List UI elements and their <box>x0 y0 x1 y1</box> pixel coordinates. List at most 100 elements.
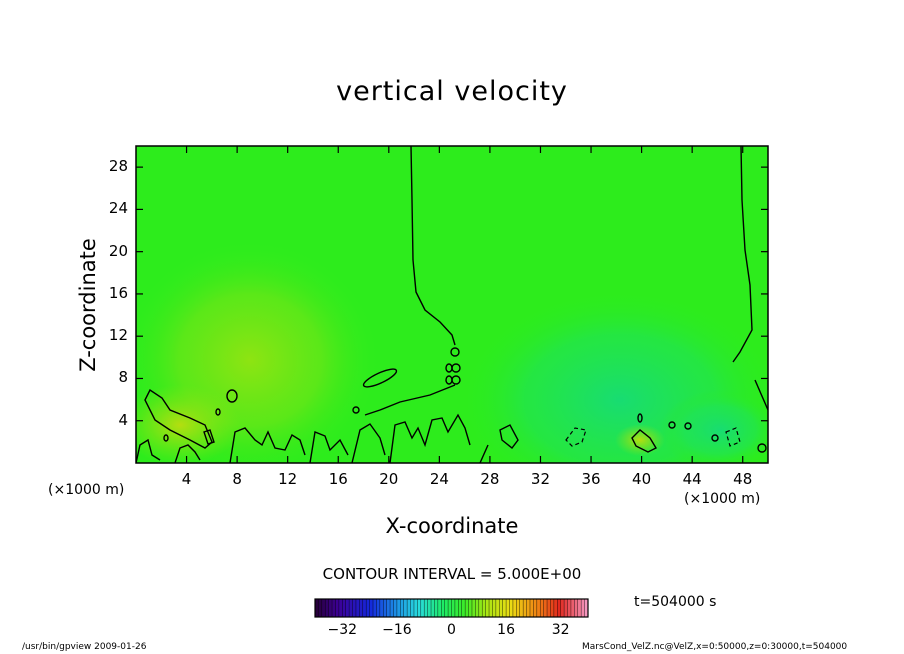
colorbar-cell <box>410 599 415 617</box>
x-tick-label: 24 <box>429 470 449 488</box>
heatmap-field <box>136 146 768 463</box>
colorbar <box>314 598 589 618</box>
y-tick-label: 28 <box>108 157 128 176</box>
colorbar-cell <box>584 599 589 617</box>
time-label: t=504000 s <box>634 594 717 610</box>
colorbar-cell <box>529 599 534 617</box>
colorbar-cell <box>417 599 422 617</box>
contour-positive-core <box>203 429 215 445</box>
contour-negative-loop-1 <box>565 427 587 447</box>
contour-small-loop-16 <box>215 408 221 416</box>
y-tick-label: 8 <box>118 368 128 387</box>
colorbar-cell <box>536 599 541 617</box>
colorbar-cell <box>557 599 561 617</box>
x-tick-label: 36 <box>581 470 601 488</box>
colorbar-cell <box>386 599 391 617</box>
colorbar-cell <box>321 599 326 617</box>
colorbar-cell <box>349 599 353 617</box>
colorbar-cell <box>499 599 503 617</box>
colorbar-cell <box>547 599 551 617</box>
contour-small-loop-15 <box>352 406 360 414</box>
colorbar-cell <box>345 599 350 617</box>
x-tick-label: 48 <box>733 470 753 488</box>
y-tick-label: 16 <box>108 283 128 302</box>
updraft-peak-region <box>136 385 240 463</box>
colorbar-cell <box>471 599 476 617</box>
contour-lines-surface <box>136 413 519 463</box>
colorbar-cell <box>509 599 514 617</box>
contour-small-loop-13 <box>757 443 767 453</box>
colorbar-cell <box>448 599 452 617</box>
colorbar-cell <box>328 599 333 617</box>
colorbar-cell <box>506 599 510 617</box>
colorbar-tick-label: 0 <box>447 622 456 638</box>
colorbar-cell <box>400 599 405 617</box>
x-unit-label: (×1000 m) <box>684 491 761 507</box>
colorbar-cell <box>533 599 538 617</box>
contour-small-loop-12 <box>711 434 719 442</box>
x-tick-label: 20 <box>379 470 399 488</box>
zero-contour-line-x22 <box>410 146 456 346</box>
y-tick-marks <box>136 166 768 422</box>
colorbar-cell <box>376 599 381 617</box>
colorbar-cell <box>403 599 408 617</box>
colorbar-cell <box>427 599 432 617</box>
colorbar-cell <box>390 599 394 617</box>
colorbar-cell <box>407 599 411 617</box>
colorbar-cell <box>512 599 517 617</box>
y-tick-label: 20 <box>108 241 128 260</box>
x-tick-label: 12 <box>278 470 298 488</box>
colorbar-cell <box>485 599 490 617</box>
footer-file-info: MarsCond_VelZ.nc@VelZ,x=0:50000,z=0:3000… <box>582 642 848 652</box>
downdraft-core-region <box>660 390 768 463</box>
colorbar-cell <box>325 599 329 617</box>
contour-negative-loop-2 <box>725 427 741 447</box>
contour-small-loop-14 <box>163 434 169 442</box>
contour-line-right-edge <box>754 379 768 411</box>
contour-small-loop-8 <box>631 429 657 453</box>
y-axis-label: Z-coordinate <box>76 238 100 372</box>
colorbar-cell <box>352 599 357 617</box>
colorbar-cell <box>318 599 323 617</box>
colorbar-cell <box>581 599 585 617</box>
colorbar-cell <box>366 599 370 617</box>
colorbar-cell <box>369 599 374 617</box>
x-tick-label: 16 <box>328 470 348 488</box>
colorbar-cell <box>451 599 456 617</box>
x-tick-label: 40 <box>632 470 652 488</box>
colorbar-cell <box>489 599 493 617</box>
contour-small-loop-11 <box>684 422 692 430</box>
colorbar-tick-label: −16 <box>382 622 412 638</box>
zero-contour-line-x48 <box>732 146 753 363</box>
colorbar-cell <box>332 599 336 617</box>
x-tick-label: 32 <box>530 470 551 488</box>
colorbar-cell <box>543 599 548 617</box>
colorbar-cell <box>373 599 377 617</box>
x-axis-label: X-coordinate <box>385 514 519 538</box>
colorbar-cell <box>424 599 428 617</box>
colorbar-cell <box>461 599 466 617</box>
colorbar-cell <box>413 599 418 617</box>
colorbar-cell <box>458 599 463 617</box>
colorbar-cell <box>526 599 531 617</box>
x-tick-label: 8 <box>232 470 242 488</box>
colorbar-cell <box>540 599 544 617</box>
contour-small-loop-1 <box>226 389 238 403</box>
colorbar-cell <box>431 599 435 617</box>
colorbar-cell <box>516 599 521 617</box>
y-tick-label: 4 <box>118 410 128 429</box>
colorbar-cell <box>362 599 367 617</box>
colorbar-cell <box>553 599 558 617</box>
colorbar-cell <box>383 599 387 617</box>
colorbar-cell <box>468 599 473 617</box>
x-tick-label: 4 <box>181 470 192 488</box>
y-tick-label: 24 <box>108 199 128 218</box>
contour-lines <box>136 146 768 463</box>
colorbar-tick-label: 32 <box>551 622 570 638</box>
colorbar-cell <box>482 599 486 617</box>
colorbar-cell <box>495 599 500 617</box>
colorbar-cell <box>523 599 527 617</box>
footer-program-date: /usr/bin/gpview 2009-01-26 <box>22 642 147 652</box>
x-tick-marks <box>185 146 744 463</box>
